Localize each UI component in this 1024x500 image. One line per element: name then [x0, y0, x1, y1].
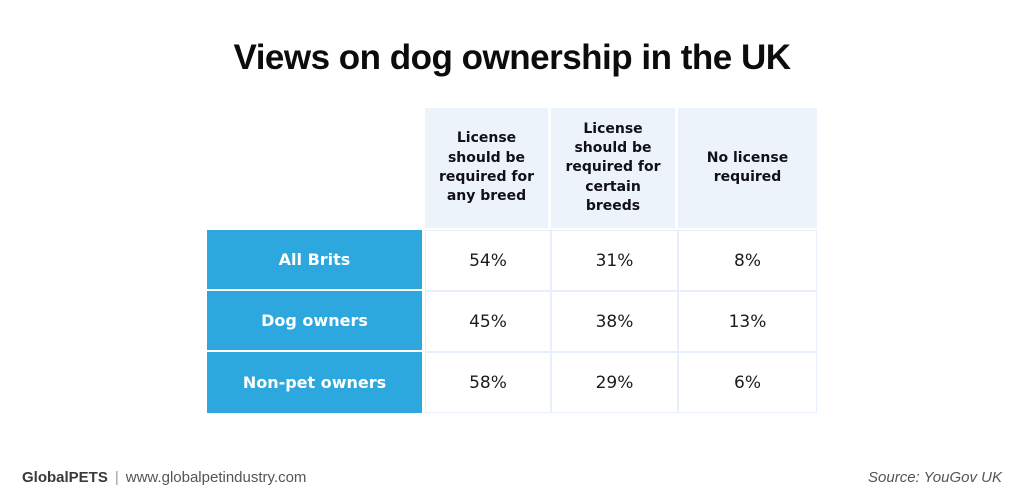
column-header-license-any-breed: License should be required for any breed	[425, 108, 551, 230]
footer: GlobalPETS | www.globalpetindustry.com S…	[22, 469, 1002, 486]
row-label-dog-owners: Dog owners	[207, 291, 425, 352]
footer-separator: |	[114, 469, 119, 486]
value-cell-non-pet-owners-any-breed: 58%	[425, 352, 551, 413]
column-header-no-license: No license required	[678, 108, 817, 230]
column-header-license-certain-breeds: License should be required for certain b…	[551, 108, 678, 230]
value-cell-all-brits-no-license: 8%	[678, 230, 817, 291]
source-credit: Source: YouGov UK	[868, 469, 1002, 486]
data-table: License should be required for any breed…	[207, 108, 817, 413]
value-cell-dog-owners-any-breed: 45%	[425, 291, 551, 352]
row-label-all-brits: All Brits	[207, 230, 425, 291]
value-cell-all-brits-any-breed: 54%	[425, 230, 551, 291]
row-label-non-pet-owners: Non-pet owners	[207, 352, 425, 413]
website-text: www.globalpetindustry.com	[125, 469, 307, 486]
footer-attribution: GlobalPETS | www.globalpetindustry.com	[22, 469, 306, 486]
value-cell-all-brits-certain-breeds: 31%	[551, 230, 678, 291]
value-cell-dog-owners-no-license: 13%	[678, 291, 817, 352]
value-cell-non-pet-owners-no-license: 6%	[678, 352, 817, 413]
value-cell-dog-owners-certain-breeds: 38%	[551, 291, 678, 352]
brand-text: GlobalPETS	[22, 469, 108, 486]
value-cell-non-pet-owners-certain-breeds: 29%	[551, 352, 678, 413]
table-corner-spacer	[207, 108, 425, 230]
chart-title: Views on dog ownership in the UK	[233, 38, 791, 77]
